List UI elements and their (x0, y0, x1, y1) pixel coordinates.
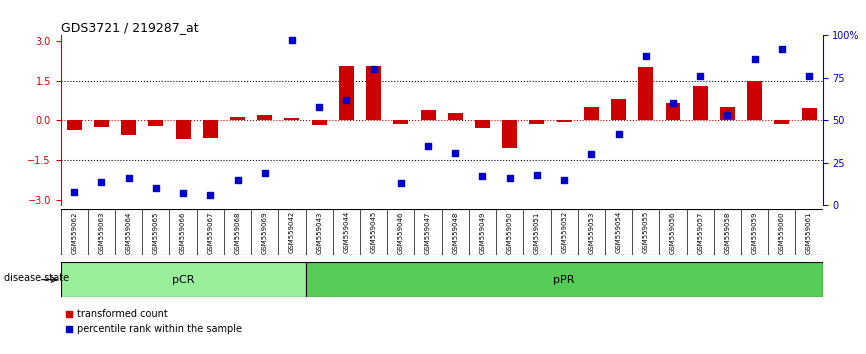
Bar (747, 81, 762, 120)
Bar (148, 120, 164, 126)
Point (68, 189, 81, 195)
Point (176, 190, 190, 196)
Text: GSM559064: GSM559064 (126, 211, 132, 253)
Point (585, 152, 598, 157)
Bar (94, 120, 109, 127)
Bar (393, 120, 408, 124)
Text: GSM559057: GSM559057 (697, 211, 703, 253)
Text: GSM559069: GSM559069 (262, 211, 268, 254)
Legend: transformed count, percentile rank within the sample: transformed count, percentile rank withi… (66, 309, 242, 334)
Bar (67, 120, 81, 130)
Text: GSM559055: GSM559055 (643, 211, 649, 253)
Point (721, 113, 734, 118)
FancyBboxPatch shape (61, 262, 306, 297)
Text: GSM559043: GSM559043 (316, 211, 322, 253)
Text: GSM559059: GSM559059 (752, 211, 758, 253)
Bar (284, 118, 300, 120)
Bar (611, 99, 626, 120)
Point (639, 53, 653, 59)
Text: GSM559052: GSM559052 (561, 211, 567, 253)
Bar (176, 120, 191, 139)
Text: GSM559053: GSM559053 (588, 211, 594, 253)
Point (421, 143, 435, 149)
Point (503, 175, 517, 181)
Point (557, 177, 571, 183)
Point (775, 46, 789, 52)
Point (285, 38, 299, 43)
Text: GSM559063: GSM559063 (99, 211, 105, 254)
Point (694, 73, 708, 79)
Bar (475, 120, 490, 129)
Text: GSM559067: GSM559067 (207, 211, 213, 254)
Point (394, 181, 408, 186)
Bar (312, 120, 326, 125)
Point (802, 73, 816, 79)
Bar (366, 66, 381, 120)
Text: GSM559049: GSM559049 (480, 211, 486, 253)
Bar (339, 66, 354, 120)
Point (204, 192, 217, 198)
Point (366, 67, 380, 72)
Text: GDS3721 / 219287_at: GDS3721 / 219287_at (61, 21, 198, 34)
Text: GSM559066: GSM559066 (180, 211, 186, 254)
Point (313, 104, 326, 110)
Point (449, 150, 462, 155)
Bar (230, 117, 245, 120)
Bar (693, 86, 708, 120)
Bar (448, 113, 462, 120)
Text: GSM559054: GSM559054 (616, 211, 622, 253)
Bar (720, 107, 735, 120)
Bar (421, 110, 436, 120)
Point (339, 97, 353, 103)
Point (530, 172, 544, 178)
Bar (557, 120, 572, 122)
Bar (257, 115, 272, 120)
Bar (529, 120, 545, 124)
Text: GSM559044: GSM559044 (344, 211, 349, 253)
Text: GSM559060: GSM559060 (779, 211, 785, 254)
Bar (774, 120, 789, 124)
Point (230, 177, 244, 183)
Point (666, 101, 680, 106)
Text: GSM559051: GSM559051 (534, 211, 540, 253)
Text: GSM559045: GSM559045 (371, 211, 377, 253)
Text: GSM559056: GSM559056 (670, 211, 676, 253)
Point (122, 175, 136, 181)
Text: GSM559047: GSM559047 (425, 211, 431, 253)
Point (94, 179, 108, 184)
Text: pPR: pPR (553, 275, 575, 285)
Text: GSM559065: GSM559065 (153, 211, 158, 253)
FancyBboxPatch shape (306, 262, 823, 297)
Bar (203, 120, 217, 138)
Text: GSM559046: GSM559046 (397, 211, 404, 253)
Text: GSM559050: GSM559050 (507, 211, 513, 253)
Text: GSM559061: GSM559061 (806, 211, 812, 254)
Text: pCR: pCR (171, 275, 194, 285)
Text: disease state: disease state (4, 273, 69, 283)
Bar (638, 67, 653, 120)
Bar (802, 108, 817, 120)
Bar (121, 120, 136, 135)
Point (747, 56, 761, 62)
Point (258, 170, 272, 176)
Text: GSM559042: GSM559042 (289, 211, 295, 253)
Bar (584, 107, 598, 120)
Point (475, 173, 489, 179)
Text: GSM559068: GSM559068 (235, 211, 241, 254)
Point (611, 131, 625, 137)
Bar (502, 120, 517, 148)
Point (149, 185, 163, 191)
Text: GSM559062: GSM559062 (71, 211, 77, 253)
Bar (665, 103, 681, 120)
Text: GSM559048: GSM559048 (452, 211, 458, 253)
Text: GSM559058: GSM559058 (725, 211, 730, 253)
